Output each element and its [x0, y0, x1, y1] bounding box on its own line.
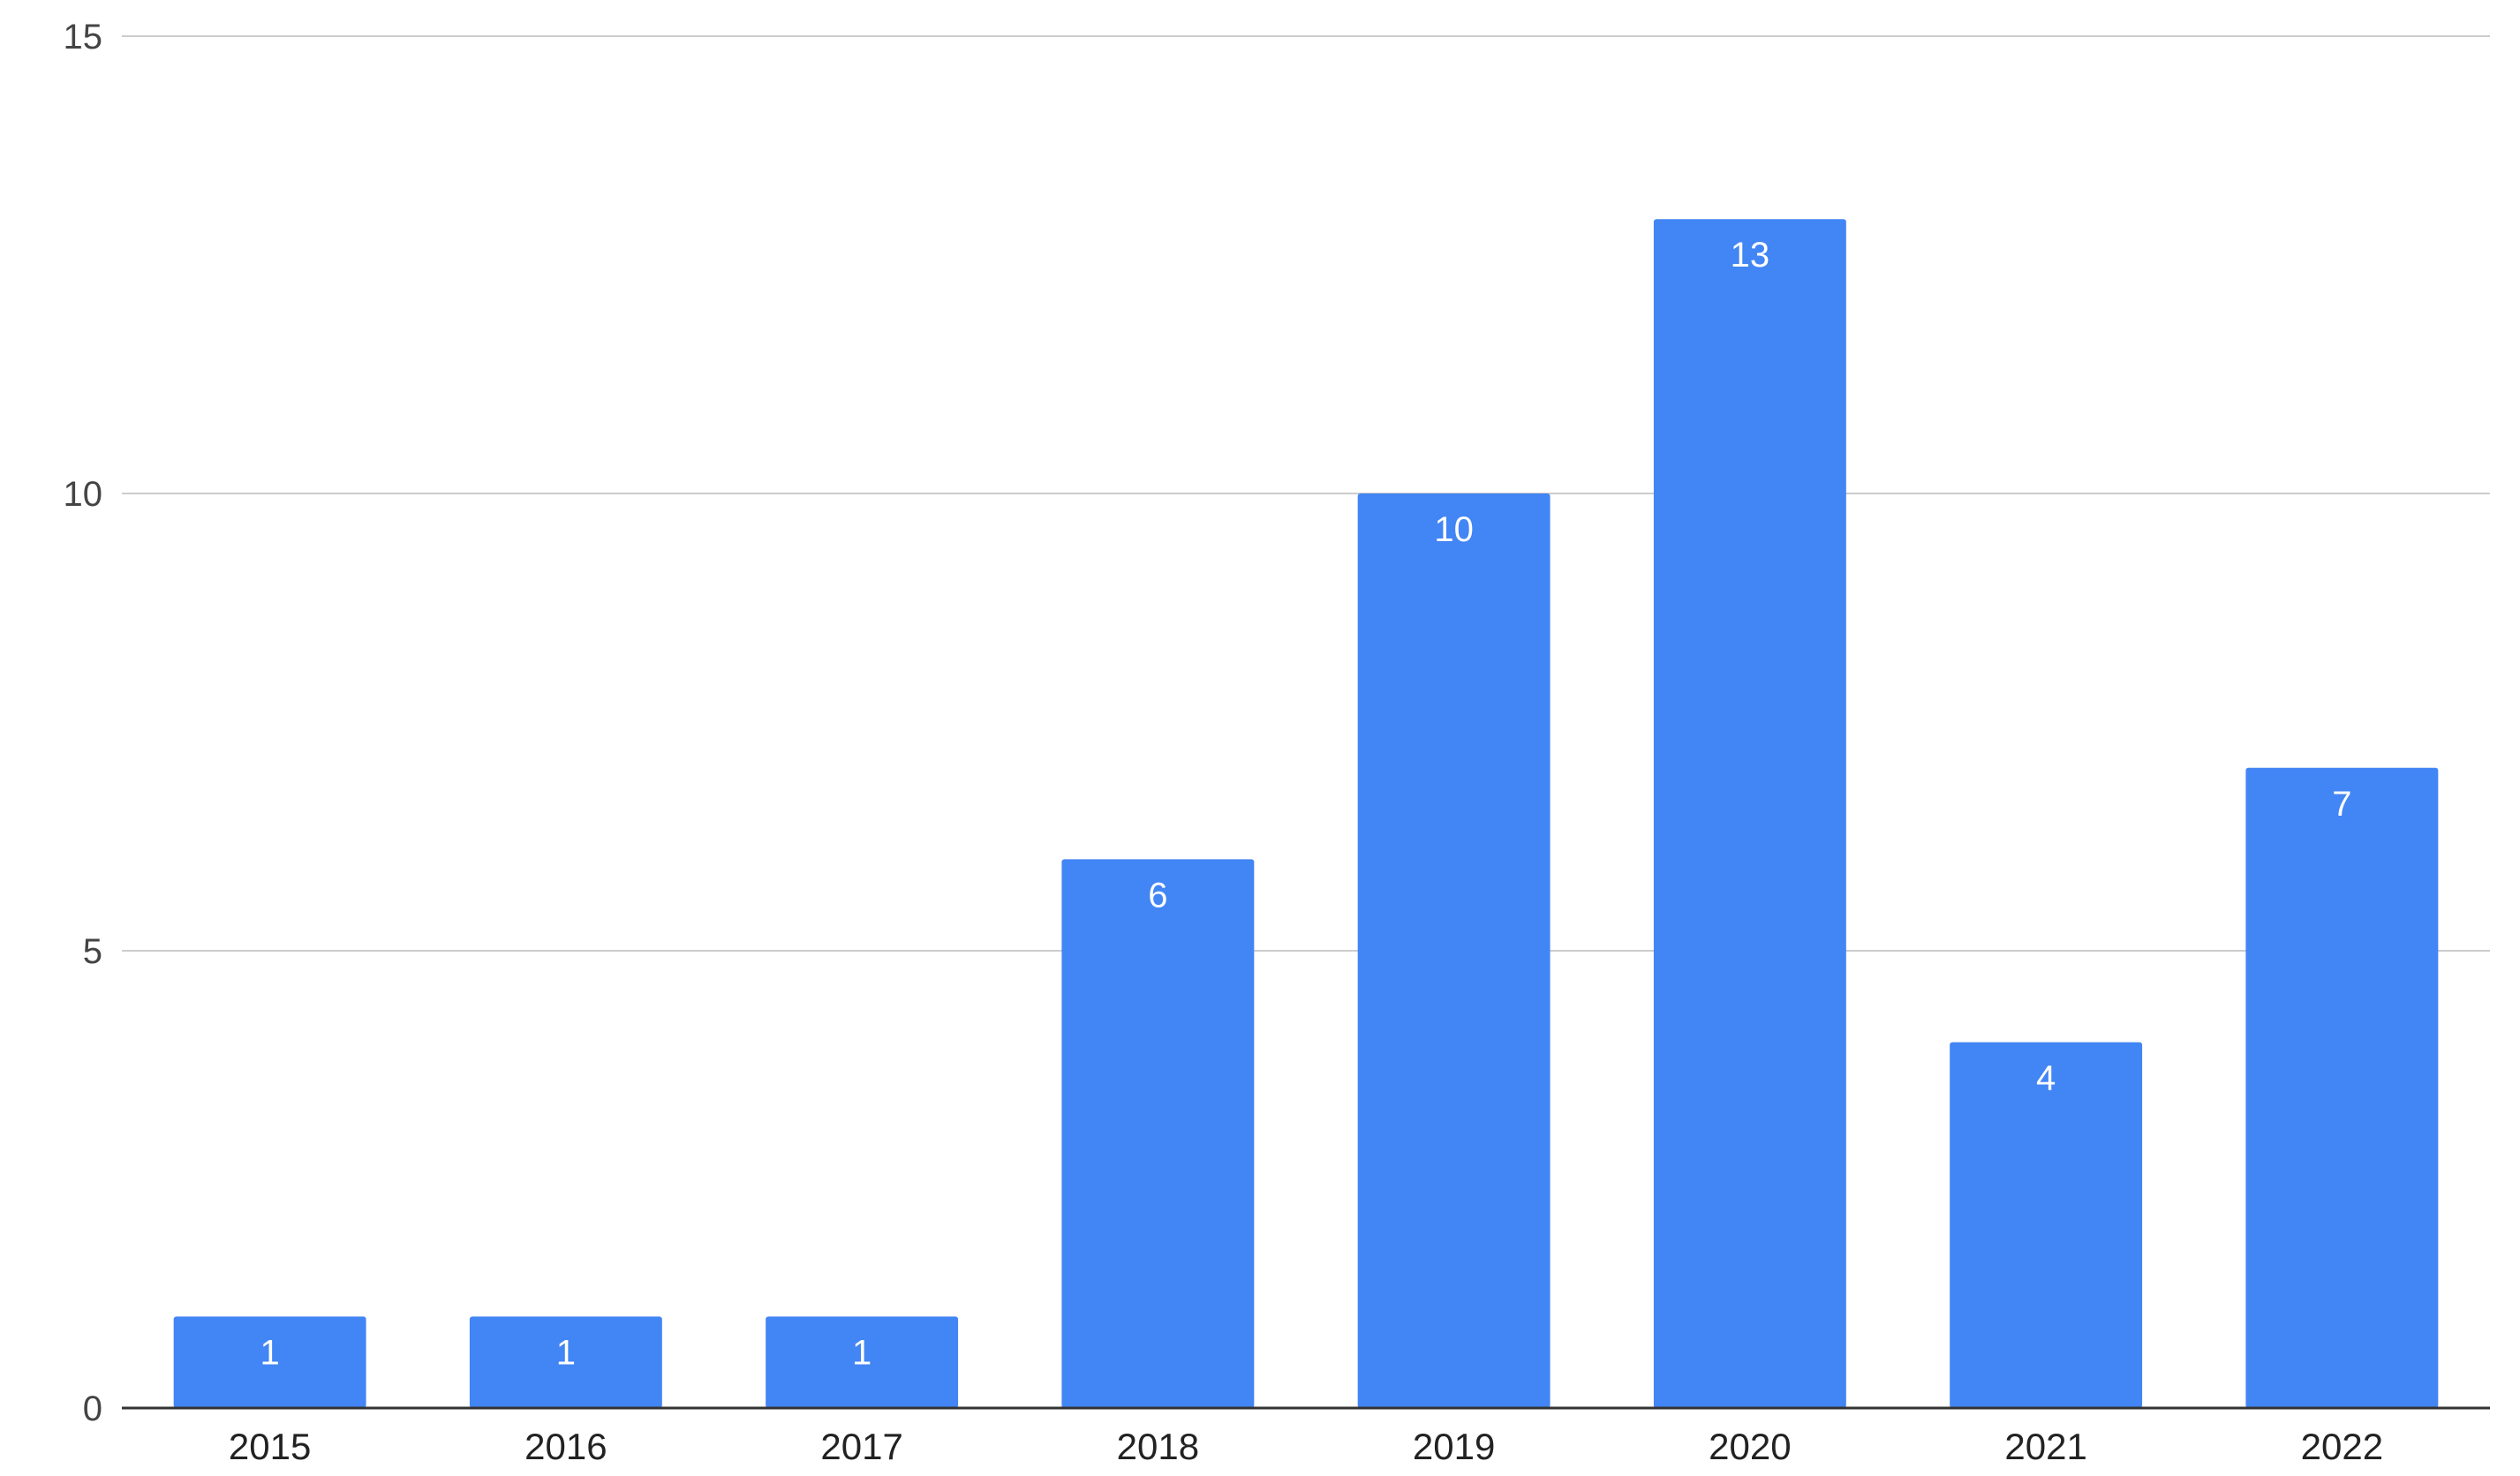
data-label-2021: 4 [2036, 1059, 2056, 1098]
bars [173, 219, 2439, 1409]
bar-2016[interactable] [469, 1316, 662, 1408]
x-tick-label-2021: 2021 [2004, 1426, 2086, 1467]
x-tick-label-2018: 2018 [1117, 1426, 1199, 1467]
bar-2022[interactable] [2245, 767, 2439, 1408]
data-label-2019: 10 [1434, 510, 1474, 549]
gridlines [122, 35, 2490, 952]
data-label-2018: 6 [1148, 876, 1167, 915]
y-tick-label: 5 [83, 932, 102, 971]
bar-2015[interactable] [173, 1316, 366, 1408]
bar-2021[interactable] [1950, 1042, 2143, 1408]
y-tick-label: 10 [64, 475, 103, 514]
x-tick-label-2019: 2019 [1413, 1426, 1495, 1467]
data-label-2015: 1 [260, 1333, 280, 1372]
bar-2017[interactable] [766, 1316, 959, 1408]
x-tick-label-2017: 2017 [820, 1426, 902, 1467]
x-tick-label-2022: 2022 [2301, 1426, 2383, 1467]
bar-2020[interactable] [1653, 219, 1846, 1409]
data-label-2020: 13 [1731, 236, 1770, 275]
bar-2019[interactable] [1357, 493, 1550, 1408]
bar-2018[interactable] [1061, 859, 1255, 1408]
x-tick-label-2020: 2020 [1709, 1426, 1791, 1467]
data-label-2022: 7 [2332, 785, 2351, 824]
x-tick-label-2015: 2015 [229, 1426, 311, 1467]
y-tick-label: 15 [64, 18, 103, 56]
labels: 0 5 10 15 1 2015 1 2016 1 2017 6 2018 10 2019 13 2020 4 2… [64, 18, 2384, 1467]
data-label-2017: 1 [852, 1333, 871, 1372]
data-label-2016: 1 [556, 1333, 576, 1372]
x-tick-label-2016: 2016 [524, 1426, 607, 1467]
y-tick-label: 0 [83, 1389, 102, 1428]
